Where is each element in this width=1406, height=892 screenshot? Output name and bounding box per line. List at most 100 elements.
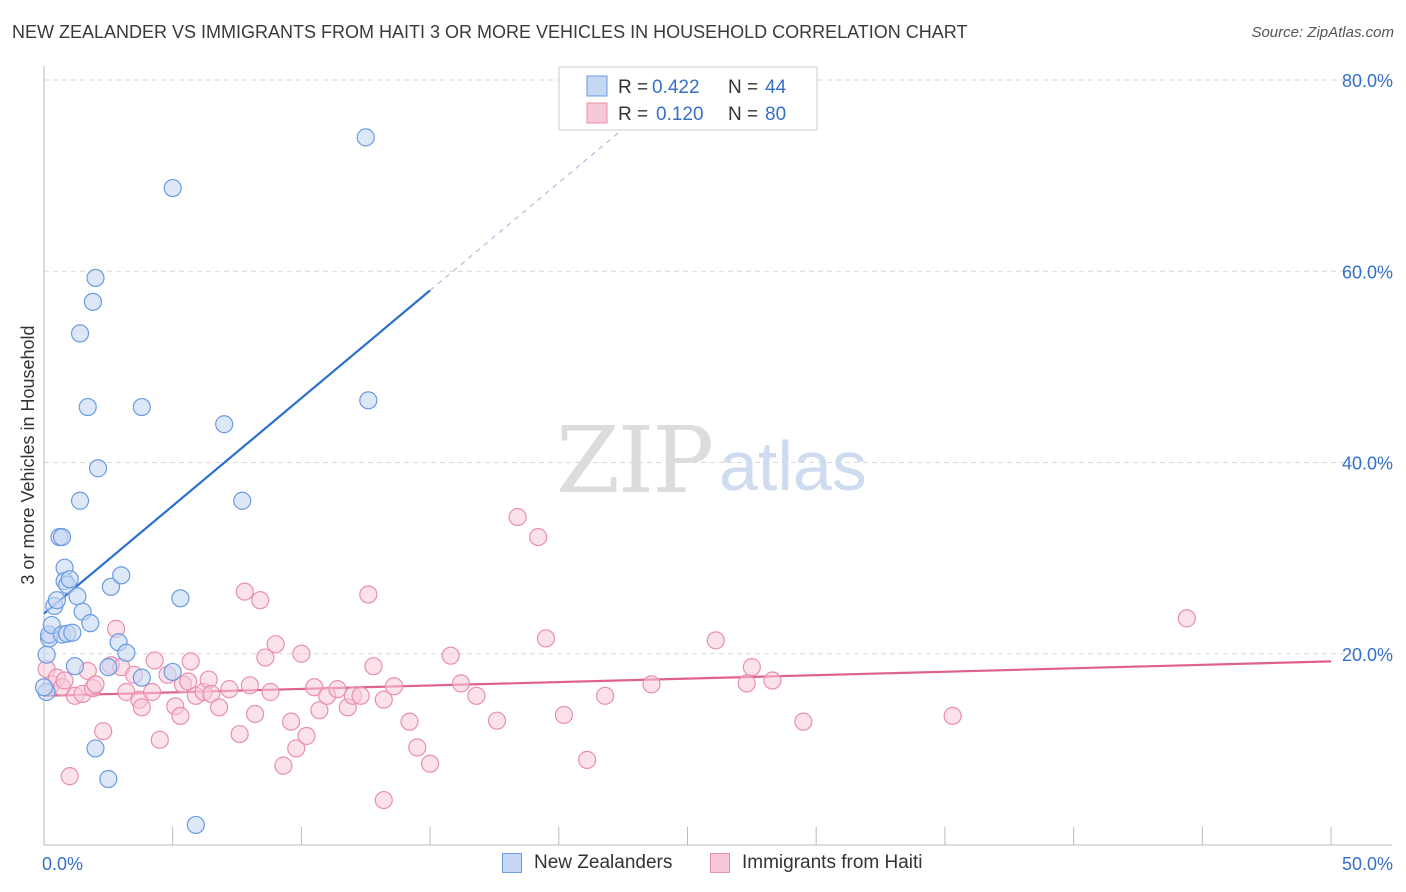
point-immigrants-from-haiti — [421, 754, 440, 773]
trend-lines — [43, 95, 1332, 697]
point-immigrants-from-haiti — [742, 658, 761, 677]
point-immigrants-from-haiti — [408, 738, 427, 757]
x-tick-label: 0.0% — [42, 854, 83, 874]
point-immigrants-from-haiti — [94, 722, 113, 741]
legend-label-immigrants-from-haiti: Immigrants from Haiti — [742, 852, 923, 873]
point-immigrants-from-haiti — [1177, 609, 1196, 628]
point-immigrants-from-haiti — [508, 507, 527, 527]
point-immigrants-from-haiti — [235, 582, 254, 601]
point-new-zealanders — [99, 769, 118, 789]
point-immigrants-from-haiti — [282, 712, 301, 731]
point-immigrants-from-haiti — [297, 726, 316, 746]
point-immigrants-from-haiti — [328, 680, 347, 699]
data-points — [34, 128, 1196, 835]
point-immigrants-from-haiti — [181, 652, 200, 671]
point-immigrants-from-haiti — [266, 635, 285, 654]
point-new-zealanders — [81, 614, 100, 633]
axes — [43, 66, 1392, 846]
point-new-zealanders — [68, 587, 87, 606]
point-immigrants-from-haiti — [351, 686, 370, 705]
y-tick-label: 60.0% — [1342, 262, 1393, 282]
point-immigrants-from-haiti — [374, 690, 393, 709]
point-immigrants-from-haiti — [209, 698, 229, 717]
watermark-zip: ZIP — [556, 407, 712, 514]
point-immigrants-from-haiti — [596, 686, 615, 705]
legend-r-value: 0.422 — [652, 77, 700, 98]
point-new-zealanders — [171, 589, 190, 608]
point-immigrants-from-haiti — [60, 767, 79, 786]
point-immigrants-from-haiti — [310, 701, 329, 720]
legend-item-immigrants-from-haiti: Immigrants from Haiti — [710, 852, 923, 874]
point-new-zealanders — [83, 292, 103, 311]
point-new-zealanders — [88, 459, 108, 478]
point-immigrants-from-haiti — [536, 629, 556, 648]
point-immigrants-from-haiti — [763, 671, 782, 690]
point-immigrants-from-haiti — [256, 648, 275, 667]
legend-swatch-immigrants-from-haiti — [710, 853, 730, 873]
point-new-zealanders — [34, 678, 54, 697]
watermark-atlas: atlas — [719, 427, 867, 505]
watermark: ZIP atlas — [556, 407, 867, 514]
point-new-zealanders — [60, 570, 79, 589]
legend-swatch-blue — [586, 75, 608, 97]
point-immigrants-from-haiti — [794, 712, 813, 731]
point-new-zealanders — [70, 491, 90, 510]
point-immigrants-from-haiti — [86, 675, 105, 694]
legend-r-value: 0.120 — [656, 104, 704, 125]
point-new-zealanders — [70, 324, 90, 343]
point-new-zealanders — [63, 623, 82, 642]
legend-n-value: 80 — [765, 104, 786, 125]
trend-line-immigrants-from-haiti — [43, 660, 1332, 697]
legend-top: R = 0.422 N = 44 R = 0.120 N = 80 — [558, 66, 818, 131]
point-immigrants-from-haiti — [274, 756, 293, 775]
point-immigrants-from-haiti — [245, 704, 265, 724]
point-new-zealanders — [117, 643, 136, 662]
y-tick-label: 20.0% — [1342, 645, 1393, 665]
legend-n-label: N = — [728, 77, 758, 98]
point-immigrants-from-haiti — [202, 684, 221, 704]
point-immigrants-from-haiti — [364, 657, 383, 676]
point-immigrants-from-haiti — [292, 644, 311, 663]
point-immigrants-from-haiti — [230, 724, 249, 744]
legend-swatch-new-zealanders — [502, 853, 522, 873]
point-new-zealanders — [132, 668, 151, 687]
x-tick-label: 50.0% — [1342, 854, 1393, 874]
y-tick-label: 80.0% — [1342, 71, 1393, 91]
point-new-zealanders — [356, 128, 375, 147]
point-new-zealanders — [112, 566, 131, 585]
point-immigrants-from-haiti — [261, 682, 280, 702]
legend-r-label: R = — [618, 104, 648, 125]
point-new-zealanders — [65, 657, 84, 676]
point-new-zealanders — [233, 491, 252, 510]
y-axis-label: 3 or more Vehicles in Household — [18, 325, 38, 584]
point-new-zealanders — [86, 268, 105, 288]
point-new-zealanders — [359, 391, 378, 410]
gridlines — [44, 79, 1392, 655]
point-immigrants-from-haiti — [400, 712, 419, 731]
point-immigrants-from-haiti — [554, 705, 574, 725]
point-immigrants-from-haiti — [171, 706, 190, 726]
point-immigrants-from-haiti — [240, 676, 260, 695]
point-new-zealanders — [52, 527, 72, 547]
point-immigrants-from-haiti — [143, 682, 162, 702]
point-immigrants-from-haiti — [251, 591, 270, 610]
source-label: Source: ZipAtlas.com — [1251, 24, 1394, 41]
point-immigrants-from-haiti — [737, 674, 756, 693]
point-immigrants-from-haiti — [578, 750, 597, 769]
point-new-zealanders — [99, 658, 118, 677]
legend-r-label: R = — [618, 77, 648, 98]
legend-n-value: 44 — [765, 77, 787, 98]
point-new-zealanders — [47, 591, 66, 610]
trend-line-new-zealanders — [43, 289, 431, 615]
point-new-zealanders — [163, 662, 182, 682]
point-immigrants-from-haiti — [287, 739, 306, 758]
point-immigrants-from-haiti — [943, 706, 962, 726]
point-immigrants-from-haiti — [441, 646, 460, 665]
legend-item-new-zealanders: New Zealanders — [502, 852, 672, 874]
point-new-zealanders — [86, 739, 105, 758]
y-tick-label: 40.0% — [1342, 454, 1393, 474]
point-new-zealanders — [37, 645, 56, 664]
point-immigrants-from-haiti — [150, 730, 169, 749]
point-immigrants-from-haiti — [384, 677, 404, 696]
